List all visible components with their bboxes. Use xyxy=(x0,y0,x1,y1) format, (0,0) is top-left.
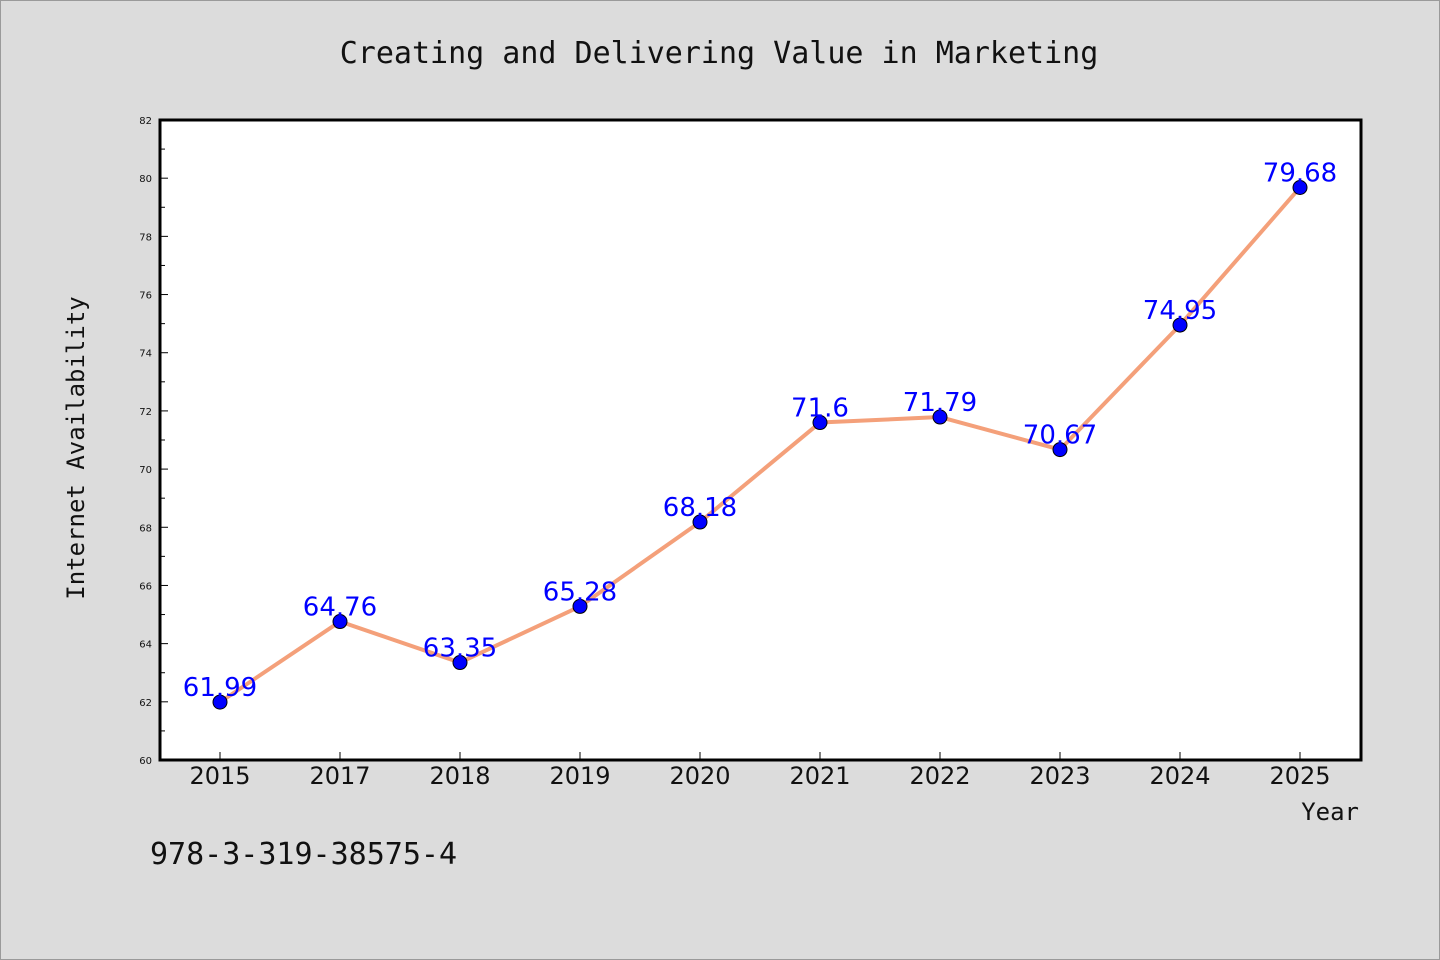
plot-area xyxy=(158,118,1363,762)
data-label: 63.35 xyxy=(423,634,497,664)
data-point xyxy=(212,694,228,710)
y-axis: 60 62 64 66 68 70 72 74 76 78 80 82 xyxy=(139,116,168,767)
x-tick-label: 2022 xyxy=(909,762,970,790)
x-tick-label: 2018 xyxy=(429,762,490,790)
x-tick-label: 2025 xyxy=(1269,762,1330,790)
data-point xyxy=(932,409,948,425)
data-label: 79.68 xyxy=(1263,158,1337,188)
data-point xyxy=(1292,179,1308,195)
data-label: 64.76 xyxy=(303,593,377,623)
y-axis-label: Internet Availability xyxy=(62,296,90,599)
y-tick-label: 68 xyxy=(139,523,152,534)
x-tick-label: 2024 xyxy=(1149,762,1210,790)
y-tick-label: 74 xyxy=(139,349,152,360)
x-axis: 2015 2017 2018 2019 2020 2021 2022 2023 2024 2025 xyxy=(189,752,1331,790)
x-tick-label: 2015 xyxy=(189,762,250,790)
y-tick-label: 82 xyxy=(139,116,152,127)
data-point xyxy=(572,598,588,614)
y-tick-label: 76 xyxy=(139,291,152,302)
data-label: 71.79 xyxy=(903,388,977,418)
y-tick-label: 70 xyxy=(139,465,152,476)
y-tick-label: 62 xyxy=(139,698,152,709)
x-axis-label: Year xyxy=(1301,798,1359,826)
data-point xyxy=(1172,317,1188,333)
y-tick-label: 66 xyxy=(139,581,152,592)
data-label: 65.28 xyxy=(543,577,617,607)
y-tick-label: 64 xyxy=(139,640,152,651)
data-label: 68.18 xyxy=(663,493,737,523)
data-label: 70.67 xyxy=(1023,421,1097,451)
data-point xyxy=(452,655,468,671)
data-labels: 61.99 64.76 63.35 65.28 68.18 71.6 71.79 70.67 7… xyxy=(183,158,1337,703)
data-label: 61.99 xyxy=(183,673,257,703)
data-label: 71.6 xyxy=(791,394,849,424)
x-tick-label: 2023 xyxy=(1029,762,1090,790)
series-line xyxy=(218,185,1302,705)
y-tick-label: 60 xyxy=(139,756,152,767)
x-tick-label: 2019 xyxy=(549,762,610,790)
data-point xyxy=(812,415,828,431)
data-label: 74.95 xyxy=(1143,296,1217,326)
x-tick-label: 2017 xyxy=(309,762,370,790)
data-point xyxy=(1052,442,1068,458)
data-point xyxy=(332,614,348,630)
data-point xyxy=(692,514,708,530)
isbn-text: 978-3-319-38575-4 xyxy=(150,837,457,872)
y-tick-label: 78 xyxy=(139,232,152,243)
series-group xyxy=(212,179,1308,710)
chart-title: Creating and Delivering Value in Marketi… xyxy=(340,36,1099,71)
x-tick-label: 2020 xyxy=(669,762,730,790)
x-tick-label: 2021 xyxy=(789,762,850,790)
y-tick-label: 80 xyxy=(139,174,152,185)
y-tick-label: 72 xyxy=(139,407,152,418)
